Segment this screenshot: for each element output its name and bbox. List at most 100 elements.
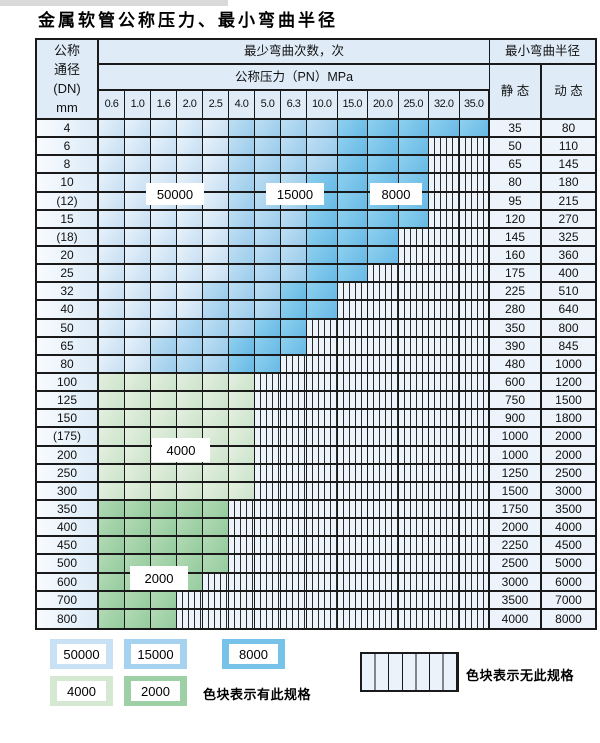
- spec-cell: [255, 500, 281, 520]
- spec-cell: [307, 410, 338, 429]
- spec-cell: [307, 156, 338, 175]
- spec-cell: [429, 373, 460, 393]
- dynamic-value: 80: [542, 120, 595, 139]
- spec-cell: [177, 283, 203, 302]
- legend-chip-15000: 15000: [124, 639, 187, 669]
- dynamic-value: 510: [542, 283, 595, 302]
- dn-cell: 400: [37, 519, 99, 538]
- spec-cell: [281, 319, 307, 338]
- spec-cell: [337, 609, 368, 628]
- spec-cell: [459, 573, 490, 592]
- spec-cell: [459, 609, 490, 628]
- spec-cell: [307, 537, 338, 556]
- zone-label-2000: 2000: [130, 566, 188, 590]
- spec-cell: [459, 210, 490, 229]
- spec-cell: [368, 609, 399, 628]
- static-value: 3000: [490, 573, 542, 592]
- spec-cell: [429, 519, 460, 538]
- spec-cell: [398, 301, 429, 320]
- static-value: 175: [490, 265, 542, 284]
- spec-cell: [429, 192, 460, 211]
- spec-cell: [177, 138, 203, 157]
- spec-cell: [177, 609, 203, 628]
- static-value: 160: [490, 246, 542, 266]
- spec-cell: [203, 609, 229, 628]
- spec-cell: [255, 337, 281, 356]
- spec-cell: [429, 609, 460, 628]
- spec-cell: [229, 555, 255, 574]
- spec-cell: [229, 174, 255, 193]
- spec-cell: [368, 337, 399, 356]
- legend-no-spec-text: 色块表示无此规格: [466, 668, 575, 683]
- static-value: 1750: [490, 500, 542, 520]
- spec-cell: [307, 555, 338, 574]
- spec-cell: [429, 319, 460, 338]
- spec-cell: [368, 555, 399, 574]
- spec-cell: [281, 410, 307, 429]
- spec-cell: [337, 174, 368, 193]
- spec-cell: [368, 373, 399, 393]
- dynamic-value: 215: [542, 192, 595, 211]
- spec-cell: [177, 500, 203, 520]
- static-value: 1000: [490, 428, 542, 447]
- spec-cell: [255, 355, 281, 374]
- spec-cell: [125, 138, 151, 157]
- dynamic-value: 110: [542, 138, 595, 157]
- spec-cell: [99, 301, 125, 320]
- dn-column-header: 公称 通径 (DN) mm: [37, 40, 99, 120]
- spec-cell: [99, 537, 125, 556]
- spec-cell: [307, 500, 338, 520]
- spec-cell: [177, 210, 203, 229]
- spec-cell: [125, 392, 151, 411]
- legend-chip-4000: 4000: [50, 676, 113, 706]
- spec-cell: [151, 210, 177, 229]
- dn-cell: 700: [37, 591, 99, 610]
- spec-cell: [229, 337, 255, 356]
- spec-cell: [125, 482, 151, 501]
- spec-cell: [429, 228, 460, 247]
- spec-cell: [429, 482, 460, 501]
- spec-cell: [151, 609, 177, 628]
- spec-cell: [459, 373, 490, 393]
- spec-cell: [429, 500, 460, 520]
- spec-cell: [229, 573, 255, 592]
- spec-cell: [307, 246, 338, 266]
- spec-cell: [398, 446, 429, 465]
- legend-chip-label: 2000: [131, 681, 180, 701]
- spec-cell: [255, 537, 281, 556]
- spec-cell: [429, 410, 460, 429]
- spec-cell: [177, 482, 203, 501]
- spec-cell: [429, 156, 460, 175]
- spec-cell: [398, 609, 429, 628]
- spec-cell: [255, 410, 281, 429]
- spec-cell: [151, 265, 177, 284]
- spec-cell: [203, 246, 229, 266]
- spec-cell: [281, 573, 307, 592]
- spec-cell: [177, 265, 203, 284]
- spec-cell: [368, 519, 399, 538]
- spec-cell: [177, 591, 203, 610]
- spec-cell: [177, 373, 203, 393]
- spec-cell: [125, 246, 151, 266]
- spec-cell: [229, 537, 255, 556]
- spec-cell: [229, 464, 255, 483]
- pressure-col-header: 25.0: [398, 91, 429, 120]
- spec-cell: [229, 156, 255, 175]
- spec-cell: [398, 228, 429, 247]
- spec-cell: [307, 283, 338, 302]
- spec-cell: [307, 373, 338, 393]
- spec-cell: [125, 446, 151, 465]
- spec-cell: [459, 482, 490, 501]
- dynamic-value: 5000: [542, 555, 595, 574]
- spec-cell: [229, 482, 255, 501]
- spec-cell: [337, 156, 368, 175]
- legend-chip-8000: 8000: [222, 639, 285, 669]
- spec-cell: [125, 500, 151, 520]
- dynamic-value: 4500: [542, 537, 595, 556]
- spec-cell: [229, 120, 255, 139]
- spec-cell: [398, 482, 429, 501]
- spec-cell: [203, 210, 229, 229]
- static-value: 600: [490, 373, 542, 393]
- spec-cell: [459, 174, 490, 193]
- spec-cell: [337, 246, 368, 266]
